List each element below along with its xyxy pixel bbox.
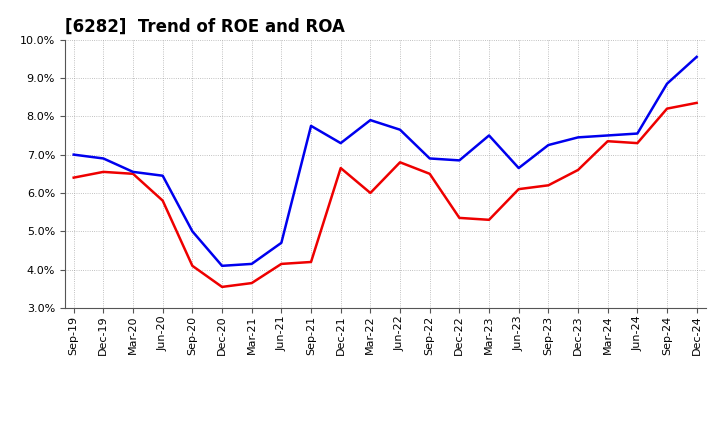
ROE xyxy=(603,139,612,144)
ROE xyxy=(455,215,464,220)
ROE xyxy=(544,183,553,188)
ROA xyxy=(277,240,286,246)
ROA xyxy=(336,140,345,146)
ROA xyxy=(69,152,78,157)
ROE xyxy=(99,169,108,175)
ROE xyxy=(366,191,374,196)
ROE xyxy=(217,284,226,290)
ROA xyxy=(603,133,612,138)
ROE xyxy=(485,217,493,223)
ROA xyxy=(574,135,582,140)
ROE xyxy=(693,100,701,106)
ROE xyxy=(662,106,671,111)
ROE xyxy=(69,175,78,180)
ROE xyxy=(336,165,345,171)
ROA xyxy=(426,156,434,161)
ROA xyxy=(366,117,374,123)
ROE xyxy=(426,171,434,176)
ROA xyxy=(514,165,523,171)
ROA xyxy=(455,158,464,163)
ROE xyxy=(633,140,642,146)
ROE xyxy=(158,198,167,203)
ROE xyxy=(277,261,286,267)
ROE xyxy=(396,160,405,165)
ROA xyxy=(188,229,197,234)
ROA xyxy=(158,173,167,178)
ROA xyxy=(693,54,701,59)
ROA xyxy=(396,127,405,132)
ROA xyxy=(544,143,553,148)
ROA xyxy=(129,169,138,175)
ROA xyxy=(217,263,226,268)
ROE xyxy=(514,187,523,192)
ROE xyxy=(129,171,138,176)
ROE xyxy=(574,167,582,172)
ROA xyxy=(307,123,315,128)
Line: ROE: ROE xyxy=(73,103,697,287)
Line: ROA: ROA xyxy=(73,57,697,266)
ROA xyxy=(633,131,642,136)
ROA xyxy=(485,133,493,138)
ROE xyxy=(248,280,256,286)
ROE xyxy=(307,259,315,264)
ROA xyxy=(99,156,108,161)
ROE xyxy=(188,263,197,268)
Text: [6282]  Trend of ROE and ROA: [6282] Trend of ROE and ROA xyxy=(65,17,345,35)
ROA xyxy=(248,261,256,267)
ROA xyxy=(662,81,671,86)
